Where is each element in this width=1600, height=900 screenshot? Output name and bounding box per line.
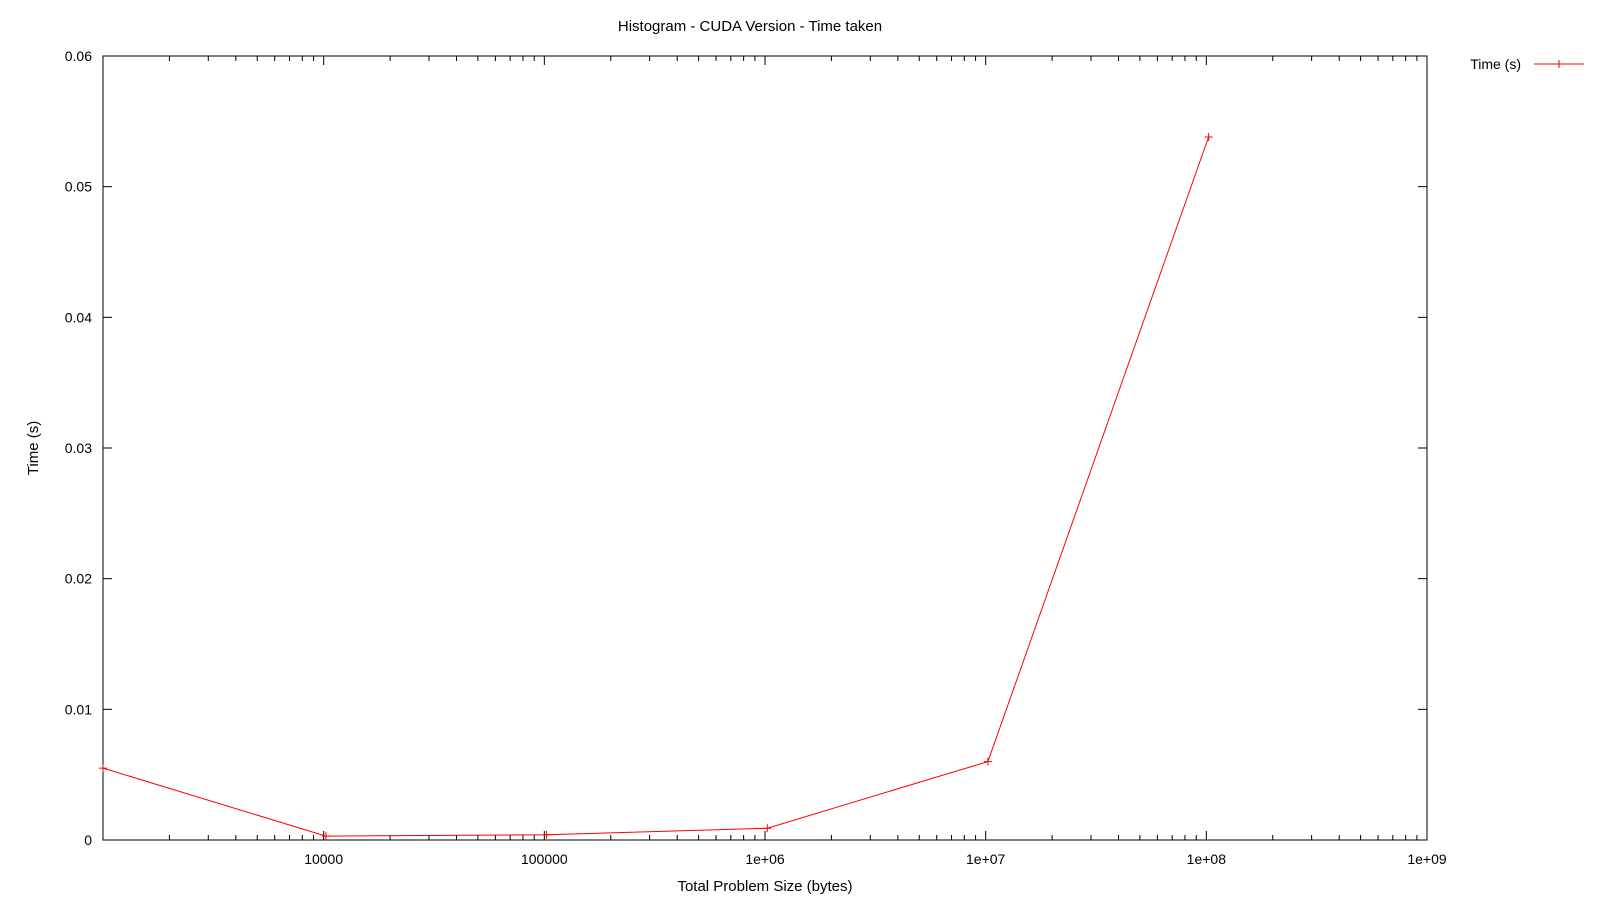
data-point [321,832,330,841]
legend-swatch-marker [1555,60,1563,68]
y-tick-label: 0.04 [65,309,92,325]
legend: Time (s) [1470,56,1584,72]
chart-title: Histogram - CUDA Version - Time taken [618,18,882,35]
data-point [542,830,551,839]
y-axis-ticks: 0 0.01 0.02 0.03 0.04 0.05 0.06 [65,48,1427,848]
data-point [1204,133,1213,142]
plot-area-frame [102,55,1428,841]
y-tick-label: 0.02 [65,571,92,587]
y-axis-label: Time (s) [25,421,42,475]
x-tick-label: 100000 [521,851,568,867]
y-tick-label: 0 [84,832,92,848]
series-layer [99,133,1213,841]
y-tick-label: 0.06 [65,48,92,64]
x-tick-label: 1e+07 [966,851,1006,867]
data-point [99,764,107,773]
y-tick-label: 0.01 [65,701,92,717]
x-tick-label: 1e+06 [745,851,785,867]
y-tick-label: 0.05 [65,179,92,195]
data-point [983,757,992,766]
y-tick-label: 0.03 [65,440,92,456]
x-axis-label: Total Problem Size (bytes) [677,878,852,895]
legend-label: Time (s) [1470,56,1521,72]
x-tick-label: 1e+09 [1407,851,1447,867]
data-point [763,824,772,833]
x-tick-label: 10000 [304,851,343,867]
x-axis-ticks: 10000 100000 1e+06 1e+07 1e+08 1e+09 [168,56,1447,867]
x-tick-label: 1e+08 [1187,851,1227,867]
series-line [102,136,1210,837]
